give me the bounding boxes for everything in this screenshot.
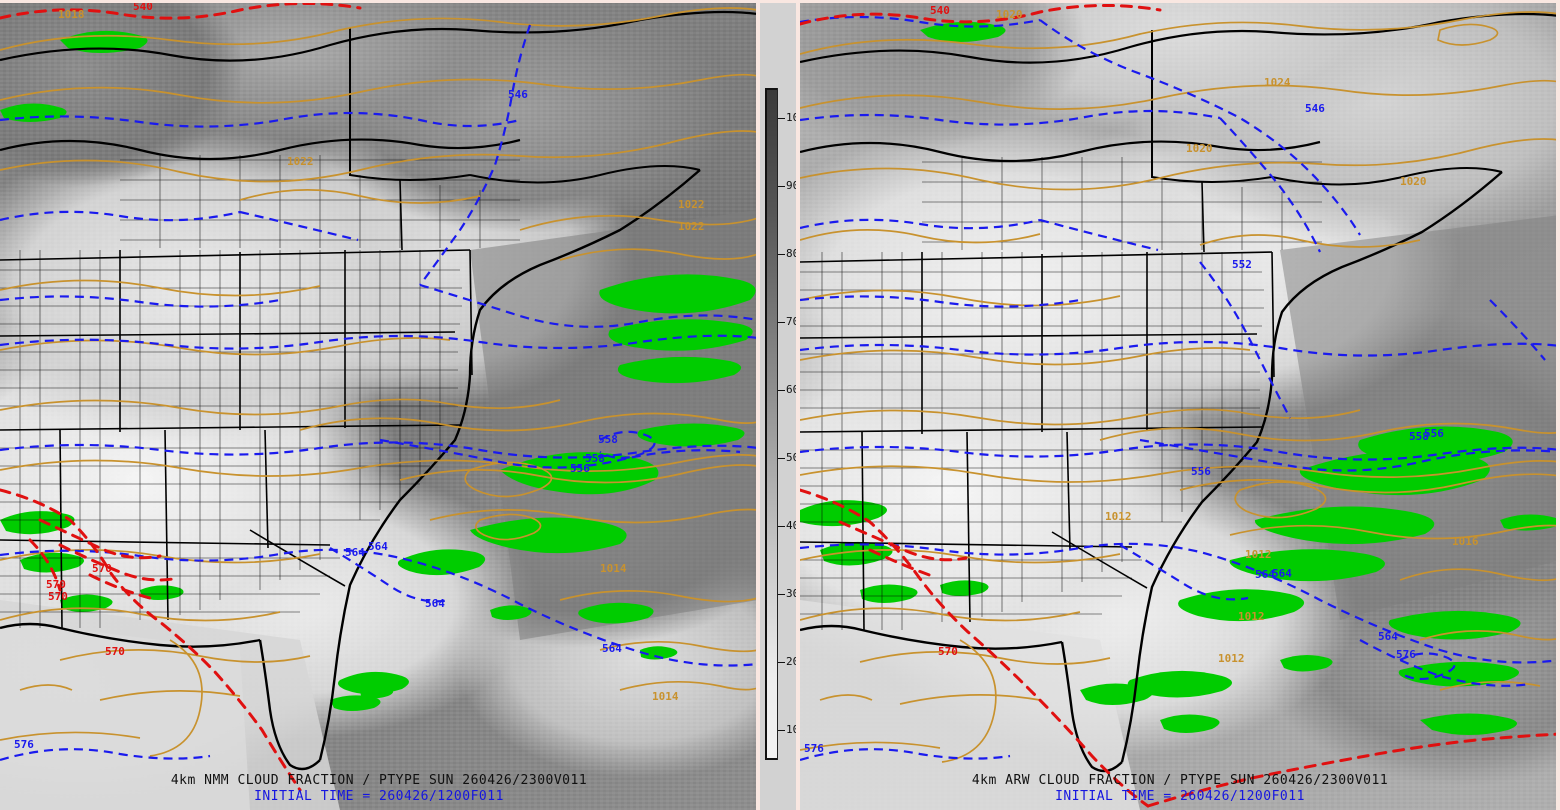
cloud-fraction-colorbar[interactable]: 100908070605040302010 bbox=[760, 0, 806, 810]
colorbar-tick-90 bbox=[778, 186, 785, 187]
panel-caption-nmm: 4km NMM CLOUD FRACTION / PTYPE SUN 26042… bbox=[170, 773, 588, 788]
colorbar-tick-80 bbox=[778, 254, 785, 255]
colorbar-tick-label-50: 50 bbox=[786, 451, 800, 464]
frame-edge-top bbox=[0, 0, 1560, 3]
colorbar-tick-label-20: 20 bbox=[786, 655, 800, 668]
colorbar-tick-60 bbox=[778, 390, 785, 391]
colorbar-tick-30 bbox=[778, 594, 785, 595]
colorbar-tick-70 bbox=[778, 322, 785, 323]
map-canvas-nmm: 540 1018 546 1022 1022 1022 558 558 556 … bbox=[0, 0, 758, 810]
raster-texture-overlay-arw bbox=[800, 0, 1560, 810]
colorbar-tick-100 bbox=[778, 118, 785, 119]
colorbar-tick-10 bbox=[778, 730, 785, 731]
colorbar-tick-20 bbox=[778, 662, 785, 663]
raster-texture-overlay bbox=[0, 0, 758, 810]
colorbar-tick-label-10: 10 bbox=[786, 723, 800, 736]
map-canvas-arw: 540 1020 1024 546 1020 1020 552 558 556 … bbox=[800, 0, 1560, 810]
map-panel-nmm[interactable]: 540 1018 546 1022 1022 1022 558 558 556 … bbox=[0, 0, 758, 810]
colorbar-tick-40 bbox=[778, 526, 785, 527]
colorbar-tick-label-60: 60 bbox=[786, 383, 800, 396]
map-panel-arw[interactable]: 540 1020 1024 546 1020 1020 552 558 556 … bbox=[800, 0, 1560, 810]
colorbar-tick-label-30: 30 bbox=[786, 587, 800, 600]
colorbar-tick-label-40: 40 bbox=[786, 519, 800, 532]
panel-initial-time-nmm: INITIAL TIME = 260426/1200F011 bbox=[254, 789, 504, 804]
colorbar-tick-50 bbox=[778, 458, 785, 459]
colorbar-tick-label-90: 90 bbox=[786, 179, 800, 192]
colorbar-gradient bbox=[765, 88, 778, 760]
panel-divider-left bbox=[756, 0, 760, 810]
frame-edge-right bbox=[1556, 0, 1560, 810]
panel-caption-arw: 4km ARW CLOUD FRACTION / PTYPE SUN 26042… bbox=[971, 773, 1389, 788]
colorbar-tick-label-70: 70 bbox=[786, 315, 800, 328]
panel-initial-time-arw: INITIAL TIME = 260426/1200F011 bbox=[1055, 789, 1305, 804]
colorbar-tick-label-80: 80 bbox=[786, 247, 800, 260]
panel-divider-right bbox=[796, 0, 800, 810]
